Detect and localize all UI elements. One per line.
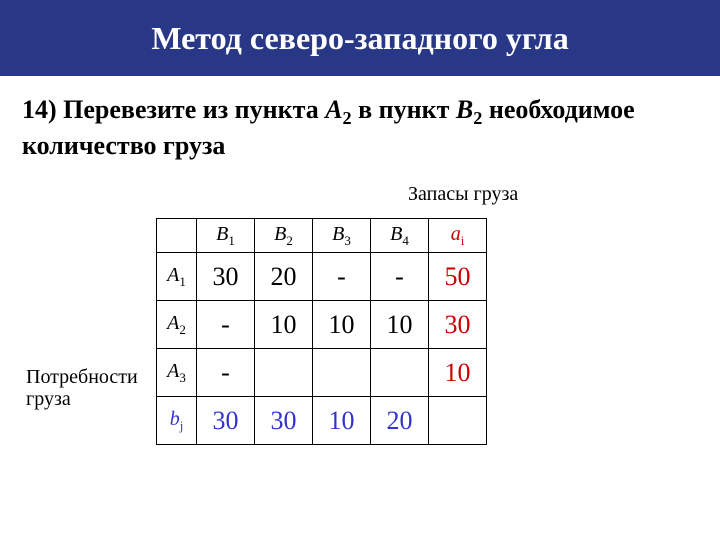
- table-demand-row: bj 30 30 10 20: [157, 397, 487, 445]
- supply-a3: 10: [429, 349, 487, 397]
- instruction-sub1: 2: [343, 108, 352, 128]
- supply-label: Запасы груза: [408, 183, 518, 206]
- header-b2: B2: [255, 219, 313, 253]
- transportation-table: B1 B2 B3 B4 ai A1 30 20 - - 50 A2 - 10 1…: [156, 218, 487, 445]
- cell-a2-b3: 10: [313, 301, 371, 349]
- instruction-mid: в пункт: [352, 95, 456, 124]
- cell-a3-b2: [255, 349, 313, 397]
- cell-a1-b3: -: [313, 253, 371, 301]
- instruction-var2: B: [456, 95, 473, 124]
- header-corner: [157, 219, 197, 253]
- table-row: A1 30 20 - - 50: [157, 253, 487, 301]
- cell-a1-b2: 20: [255, 253, 313, 301]
- table-row: A3 - 10: [157, 349, 487, 397]
- header-ai: ai: [429, 219, 487, 253]
- supply-a1: 50: [429, 253, 487, 301]
- header-b3: B3: [313, 219, 371, 253]
- demand-label: Потребности груза: [26, 366, 138, 410]
- title-bar: Метод северо-западного угла: [0, 0, 720, 76]
- instruction-var1: A: [325, 95, 342, 124]
- header-a1: A1: [157, 253, 197, 301]
- cell-a3-b1: -: [197, 349, 255, 397]
- header-a3: A3: [157, 349, 197, 397]
- cell-a2-b2: 10: [255, 301, 313, 349]
- page-title: Метод северо-западного угла: [151, 20, 568, 57]
- cell-a3-b3: [313, 349, 371, 397]
- cell-a1-b4: -: [371, 253, 429, 301]
- demand-b3: 10: [313, 397, 371, 445]
- supply-a2: 30: [429, 301, 487, 349]
- cell-a2-b1: -: [197, 301, 255, 349]
- demand-label-line1: Потребности: [26, 366, 138, 388]
- header-bj: bj: [157, 397, 197, 445]
- instruction-text: 14) Перевезите из пункта A2 в пункт B2 н…: [0, 76, 720, 162]
- cell-a1-b1: 30: [197, 253, 255, 301]
- demand-b4: 20: [371, 397, 429, 445]
- table-row: A2 - 10 10 10 30: [157, 301, 487, 349]
- table-header-row: B1 B2 B3 B4 ai: [157, 219, 487, 253]
- header-b1: B1: [197, 219, 255, 253]
- demand-b1: 30: [197, 397, 255, 445]
- cell-total: [429, 397, 487, 445]
- demand-b2: 30: [255, 397, 313, 445]
- instruction-prefix: 14) Перевезите из пункта: [22, 95, 325, 124]
- demand-label-line2: груза: [26, 388, 71, 410]
- cell-a2-b4: 10: [371, 301, 429, 349]
- header-a2: A2: [157, 301, 197, 349]
- instruction-sub2: 2: [473, 108, 482, 128]
- header-b4: B4: [371, 219, 429, 253]
- cell-a3-b4: [371, 349, 429, 397]
